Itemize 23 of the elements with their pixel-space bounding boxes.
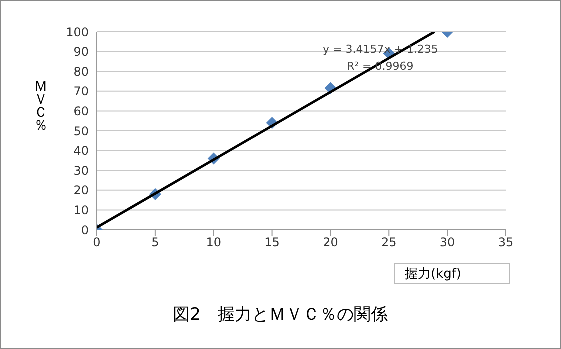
y-tick-label: 70 (74, 84, 89, 99)
x-tick-label: 5 (152, 236, 160, 250)
y-tick-label: 90 (74, 45, 89, 60)
y-axis-title: ＭＶＣ％ (33, 79, 49, 134)
y-tick-label: 50 (74, 124, 89, 138)
y-tick-label: 0 (81, 223, 89, 238)
y-tick-label: 30 (74, 164, 89, 178)
x-tick-label: 25 (382, 236, 397, 250)
y-tick-label: 10 (74, 203, 89, 218)
x-tick-label: 20 (323, 236, 338, 250)
x-tick-label: 30 (440, 236, 456, 250)
x-tick-label: 0 (93, 236, 101, 250)
text: 図2 握力とＭＶＣ％の関係 (172, 304, 389, 326)
x-tick-label: 15 (264, 236, 280, 250)
x-axis-title: 握力(kgf) (394, 263, 510, 284)
y-tick-label: 60 (74, 104, 89, 118)
annotation: R² = 0.9969 (347, 60, 414, 73)
y-tick-label: 100 (66, 25, 89, 40)
y-tick-label: 40 (74, 144, 89, 158)
y-tick-label: 80 (74, 64, 89, 79)
x-tick-label: 10 (206, 236, 222, 250)
y-tick-label: 20 (74, 184, 89, 198)
x-tick-label: 35 (498, 236, 514, 250)
